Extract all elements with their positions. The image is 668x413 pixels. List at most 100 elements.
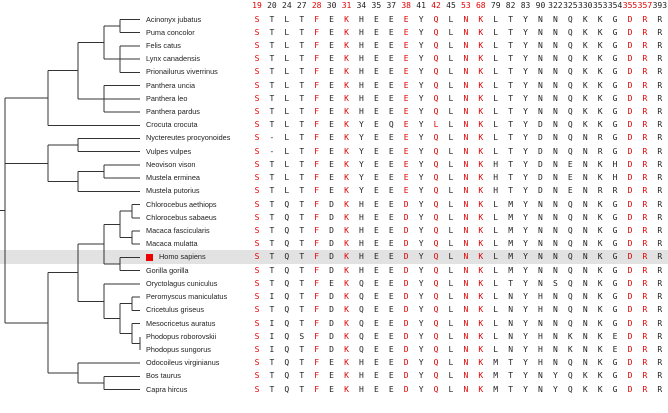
residue-cell: Q	[433, 345, 439, 354]
residue-cell: D	[627, 27, 633, 37]
residue-cell: E	[373, 67, 379, 77]
species-label: Vulpes vulpes	[146, 146, 192, 156]
residue-cell: D	[403, 239, 409, 249]
position-label: 83	[520, 1, 531, 10]
residue-cell: E	[373, 146, 379, 156]
residue-cell: Y	[418, 80, 424, 90]
species-label: Peromyscus maniculatus	[146, 292, 228, 302]
residue-cell: K	[344, 252, 349, 262]
residue-cell: D	[329, 212, 335, 222]
residue-cell: Q	[433, 212, 439, 222]
residue-cell: E	[373, 265, 379, 275]
residue-cell: K	[597, 305, 603, 315]
residue-cell: Q	[567, 252, 573, 262]
residue-cell: D	[627, 278, 633, 288]
residue-cell: H	[493, 173, 499, 183]
residue-cell: E	[403, 54, 409, 64]
residue-cell: N	[463, 67, 469, 77]
residue-cell: S	[254, 345, 260, 354]
residue-cell: E	[329, 80, 335, 90]
residue-cell: N	[463, 27, 469, 37]
residue-cell: Q	[433, 226, 439, 236]
residue-cell: Q	[359, 331, 364, 341]
residue-cell: Q	[567, 358, 573, 368]
species-label: Panthera uncia	[146, 80, 196, 90]
residue-cell: Q	[433, 384, 439, 394]
residue-cell: N	[582, 278, 588, 288]
residue-cell: D	[403, 371, 409, 381]
residue-cell: R	[657, 159, 663, 169]
residue-cell: K	[597, 278, 603, 288]
residue-cell: D	[403, 212, 409, 222]
residue-cell: K	[344, 120, 349, 130]
residue-cell: Q	[284, 239, 290, 249]
residue-cell: G	[612, 252, 618, 262]
residue-cell: E	[388, 345, 394, 354]
residue-cell: N	[582, 199, 588, 209]
residue-cell: T	[269, 67, 275, 77]
residue-cell: Y	[418, 186, 424, 196]
residue-cell: H	[612, 173, 618, 183]
residue-cell: E	[373, 199, 379, 209]
residue-cell: T	[299, 226, 305, 236]
residue-cell: R	[642, 239, 648, 249]
residue-cell: K	[597, 173, 603, 183]
residue-cell: D	[329, 331, 335, 341]
residue-cell: Q	[433, 305, 439, 315]
residue-cell: D	[627, 199, 633, 209]
residue-cell: T	[299, 199, 305, 209]
residue-cell: N	[552, 345, 558, 354]
residue-cell: T	[508, 67, 514, 77]
residue-cell: Q	[567, 146, 573, 156]
residue-cell: E	[388, 80, 394, 90]
residue-cell: Q	[284, 265, 290, 275]
residue-cell: D	[627, 159, 633, 169]
residue-cell: E	[388, 318, 394, 328]
residue-cell: D	[538, 159, 543, 169]
residue-cell: K	[597, 358, 603, 368]
residue-cell: Q	[433, 107, 439, 117]
residue-cell: E	[373, 107, 379, 117]
residue-cell: Y	[359, 173, 364, 183]
residue-cell: D	[329, 252, 335, 262]
residue-cell: L	[284, 173, 290, 183]
residue-cell: T	[269, 93, 275, 103]
residue-cell: D	[329, 265, 335, 275]
residue-cell: Q	[284, 384, 290, 394]
residue-cell: K	[344, 173, 349, 183]
residue-cell: N	[552, 80, 558, 90]
residue-cell: K	[344, 265, 349, 275]
residue-cell: N	[508, 318, 514, 328]
residue-cell: R	[642, 80, 648, 90]
residue-cell: L	[284, 107, 290, 117]
residue-cell: D	[627, 252, 633, 262]
residue-cell: K	[344, 331, 349, 341]
residue-cell: D	[329, 292, 335, 302]
residue-cell: F	[314, 384, 320, 394]
residue-cell: D	[627, 120, 633, 130]
residue-cell: N	[538, 318, 543, 328]
residue-cell: Q	[433, 186, 439, 196]
residue-cell: Y	[523, 199, 528, 209]
residue-cell: N	[463, 173, 469, 183]
residue-cell: E	[388, 159, 394, 169]
residue-cell: G	[612, 107, 618, 117]
residue-cell: T	[508, 146, 514, 156]
residue-cell: G	[612, 199, 618, 209]
residue-cell: T	[299, 40, 305, 50]
residue-cell: T	[269, 40, 275, 50]
residue-cell: Q	[567, 384, 573, 394]
residue-cell: N	[538, 265, 543, 275]
residue-cell: S	[254, 173, 260, 183]
residue-cell: K	[597, 67, 603, 77]
residue-cell: Q	[567, 199, 573, 209]
species-label: Capra hircus	[146, 384, 188, 394]
residue-cell: N	[463, 146, 469, 156]
residue-cell: L	[493, 40, 499, 50]
residue-cell: D	[538, 186, 543, 196]
residue-cell: Y	[523, 14, 528, 24]
residue-cell: S	[254, 265, 260, 275]
residue-cell: K	[478, 14, 484, 24]
residue-cell: K	[597, 107, 603, 117]
residue-cell: E	[373, 54, 379, 64]
